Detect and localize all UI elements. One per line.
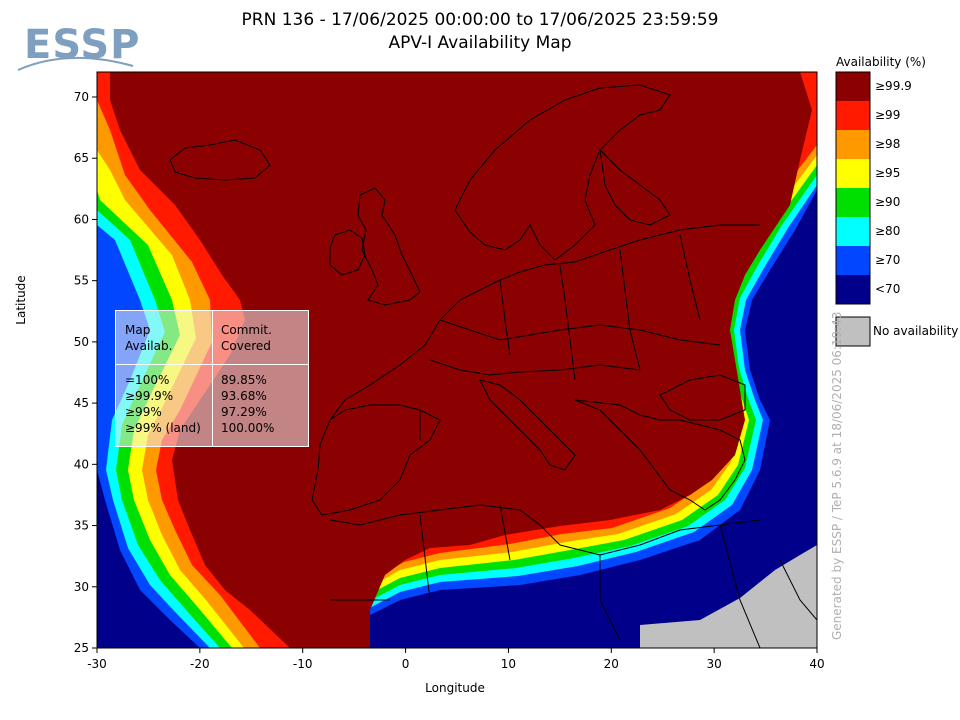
x-tick-label: 10 [501,657,516,671]
x-tick-label: -30 [87,657,107,671]
legend-item-label: <70 [875,282,901,296]
legend-swatch [836,246,870,275]
y-tick-label: 25 [74,641,89,655]
stats-header-left-1: Map [125,323,151,337]
map-canvas [97,72,817,648]
coverage-stats-table: Map Availab. Commit. Covered =100% 89.85… [115,310,309,447]
legend-item-label: ≥80 [875,224,901,238]
stats-header-left-2: Availab. [125,339,173,353]
legend-item-label: ≥98 [875,137,901,151]
legend-item-label: ≥90 [875,195,901,209]
legend-title: Availability (%) [836,55,926,69]
legend-swatch [836,275,870,304]
stats-row-covered: 97.29% [221,405,267,419]
y-tick-label: 50 [74,335,89,349]
legend-swatch [836,101,870,130]
stats-row-covered: 89.85% [221,373,267,387]
essp-logo: ESSP [8,8,141,78]
legend-swatch [836,159,870,188]
y-tick-label: 30 [74,580,89,594]
no-availability-label: No availability [873,324,959,338]
no-availability-swatch [835,316,871,347]
stats-row-covered: 100.00% [221,421,275,435]
stats-header-right-2: Covered [221,339,271,353]
axis-ticks: -30 -20 -10 0 10 20 30 40 70 65 60 55 50 45 40 35 30 25 [74,90,825,671]
legend-color-bar [835,71,871,305]
x-tick-label: 40 [809,657,824,671]
legend-swatch [836,188,870,217]
y-tick-label: 65 [74,151,89,165]
stats-row-avail: ≥99% [125,405,162,419]
stats-row-avail: =100% [125,373,170,387]
legend-item-label: ≥70 [875,253,901,267]
y-tick-label: 60 [74,212,89,226]
generated-by-watermark: Generated by ESSP / TeP 5.6.9 at 18/06/2… [830,311,844,640]
y-tick-label: 45 [74,396,89,410]
stats-row-avail: ≥99.9% [125,389,174,403]
x-tick-label: 30 [707,657,722,671]
x-tick-label: -20 [190,657,210,671]
map-frame [96,71,818,649]
map-title: PRN 136 - 17/06/2025 00:00:00 to 17/06/2… [241,10,719,30]
map-subtitle: APV-I Availability Map [388,33,572,53]
x-axis-label: Longitude [425,681,485,695]
legend-item-label: ≥99.9 [875,79,912,93]
y-tick-label: 70 [74,90,89,104]
x-tick-label: 20 [604,657,619,671]
x-tick-label: -10 [293,657,313,671]
legend-swatch [836,130,870,159]
legend-swatch [836,72,870,101]
band-999 [110,72,812,648]
legend-item-label: ≥95 [875,166,901,180]
y-axis-label: Latitude [14,275,28,325]
stats-row-covered: 93.68% [221,389,267,403]
y-tick-label: 55 [74,274,89,288]
y-tick-label: 40 [74,457,89,471]
stats-header-right-1: Commit. [221,323,272,337]
x-tick-label: 0 [402,657,410,671]
logo-text: ESSP [24,22,141,68]
legend-item-label: ≥99 [875,108,901,122]
y-tick-label: 35 [74,519,89,533]
coastlines [169,84,817,648]
stats-row-avail: ≥99% (land) [125,421,201,435]
legend-swatch [836,217,870,246]
